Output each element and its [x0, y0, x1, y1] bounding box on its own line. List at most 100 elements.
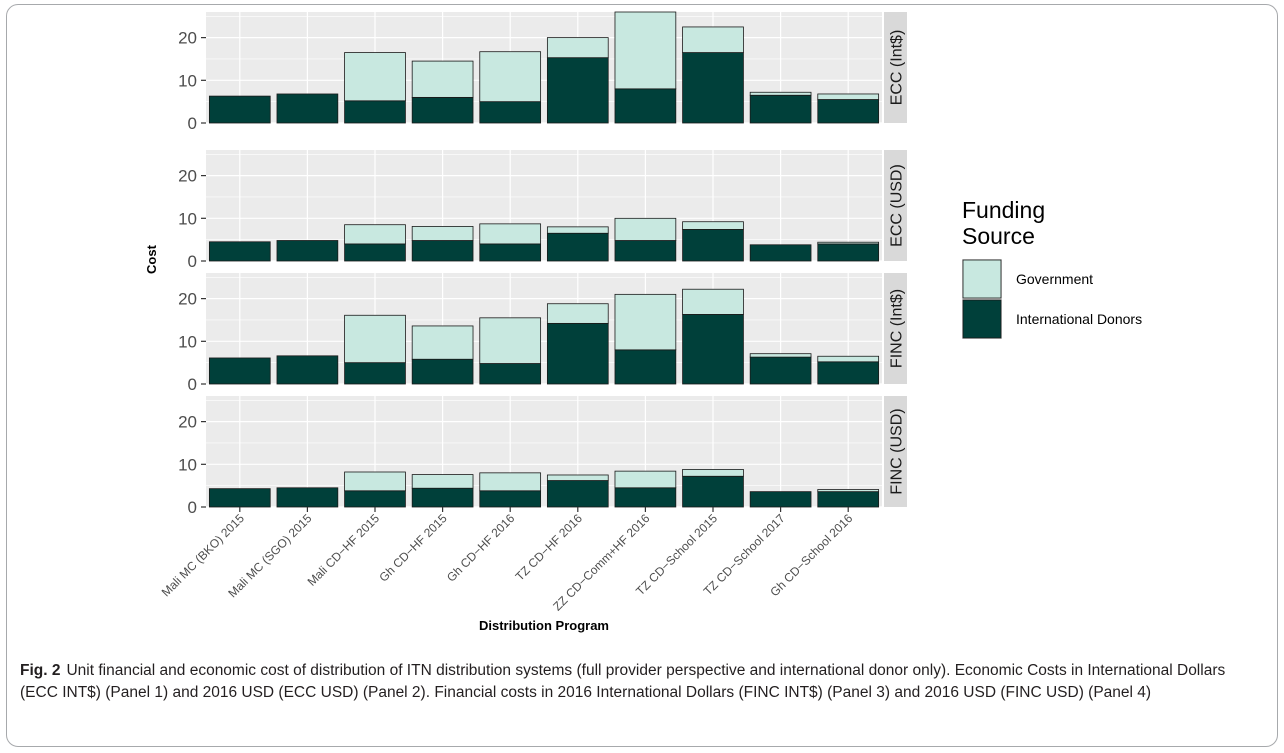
bar-international-donors-ecc-usd-tz-cd-school-2015	[682, 229, 744, 262]
facet-strip-label-finc-usd: FINC (USD)	[889, 408, 906, 494]
y-tick-label: 10	[178, 71, 197, 90]
bar-international-donors-finc-usd-mali-mc-sgo-2015	[276, 487, 339, 508]
bar-international-donors-finc-usd-tz-cd-school-2015	[682, 475, 744, 508]
facet-strip-finc-usd	[884, 396, 907, 507]
x-axis-title: Distribution Program	[479, 618, 609, 633]
bar-international-donors-ecc-int-mali-mc-bko-2015	[208, 95, 271, 124]
bar-government-finc-usd-tz-cd-hf-2016	[546, 474, 609, 481]
faceted-stacked-bar-chart: 0 10 20 ECC (Int$) 0 10 20 ECC (USD) 0 10 20 FINC (…	[144, 11, 1142, 633]
bar-international-donors-ecc-usd-tz-cd-school-2017	[749, 244, 812, 262]
y-tick-label: 0	[188, 252, 197, 271]
y-tick-label: 20	[178, 29, 197, 48]
legend-label-government: Government	[1016, 271, 1093, 287]
bar-government-ecc-int-gh-cd-hf-2015	[411, 60, 474, 98]
figure-label: Fig. 2	[20, 662, 61, 679]
bar-government-finc-int-zz-cd-comm-hf-2016	[614, 293, 677, 351]
bar-international-donors-ecc-usd-mali-mc-bko-2015	[208, 241, 271, 262]
bar-international-donors-ecc-usd-mali-cd-hf-2015	[344, 243, 406, 262]
bar-international-donors-finc-int-gh-cd-hf-2015	[411, 358, 474, 385]
bar-international-donors-finc-int-gh-cd-hf-2016	[479, 363, 542, 385]
bar-international-donors-ecc-int-tz-cd-school-2017	[749, 94, 812, 124]
bar-international-donors-finc-usd-gh-cd-school-2016	[817, 491, 880, 508]
bar-international-donors-finc-usd-gh-cd-hf-2016	[479, 490, 542, 508]
bar-government-finc-usd-tz-cd-school-2015	[682, 469, 744, 477]
bar-government-ecc-usd-zz-cd-comm-hf-2016	[614, 217, 677, 241]
bar-international-donors-finc-usd-gh-cd-hf-2015	[411, 487, 474, 508]
bar-government-ecc-int-tz-cd-school-2017	[749, 91, 812, 96]
x-tick-label-gh-cd-hf-2015: Gh CD−HF 2015	[376, 511, 450, 585]
y-tick-label: 0	[188, 498, 197, 517]
bar-international-donors-ecc-int-gh-cd-school-2016	[817, 99, 880, 124]
bar-international-donors-finc-int-tz-cd-school-2015	[682, 314, 744, 385]
bar-government-ecc-usd-gh-cd-hf-2015	[411, 226, 474, 241]
figure-caption: Fig. 2 Unit financial and economic cost o…	[20, 660, 1260, 704]
y-tick-label: 20	[178, 167, 197, 186]
bar-international-donors-ecc-usd-gh-cd-hf-2015	[411, 240, 474, 262]
bar-international-donors-finc-usd-zz-cd-comm-hf-2016	[614, 487, 677, 508]
y-tick-label: 0	[188, 114, 197, 133]
y-tick-label: 10	[178, 455, 197, 474]
bar-government-ecc-usd-mali-cd-hf-2015	[344, 224, 406, 245]
bar-government-ecc-usd-gh-cd-hf-2016	[479, 223, 542, 245]
y-tick-label: 20	[178, 290, 197, 309]
bar-international-donors-ecc-int-gh-cd-hf-2016	[479, 101, 542, 124]
bar-international-donors-finc-int-mali-cd-hf-2015	[344, 362, 406, 385]
bar-international-donors-finc-int-mali-mc-bko-2015	[208, 357, 271, 385]
facet-strip-ecc-int	[884, 12, 907, 123]
legend-title-line: Source	[962, 223, 1035, 249]
bar-international-donors-finc-usd-tz-cd-hf-2016	[546, 480, 609, 508]
legend-swatch-international-donors	[962, 299, 1002, 339]
bar-international-donors-ecc-int-tz-cd-school-2015	[682, 52, 744, 124]
bar-international-donors-ecc-usd-tz-cd-hf-2016	[546, 232, 609, 262]
x-tick-label-gh-cd-hf-2016: Gh CD−HF 2016	[444, 511, 518, 585]
bar-government-finc-usd-gh-cd-hf-2016	[479, 472, 542, 492]
bar-government-finc-usd-zz-cd-comm-hf-2016	[614, 470, 677, 489]
facet-strip-finc-int	[884, 273, 907, 384]
bar-international-donors-ecc-int-zz-cd-comm-hf-2016	[614, 88, 677, 124]
bar-international-donors-ecc-usd-mali-mc-sgo-2015	[276, 240, 339, 262]
bar-government-finc-int-gh-cd-school-2016	[817, 355, 880, 363]
bar-government-finc-usd-gh-cd-school-2016	[817, 489, 880, 493]
bar-government-finc-int-tz-cd-school-2015	[682, 288, 744, 315]
bar-government-ecc-int-mali-cd-hf-2015	[344, 52, 406, 102]
bar-government-finc-int-gh-cd-hf-2016	[479, 317, 542, 364]
x-tick-label-tz-cd-hf-2016: TZ CD−HF 2016	[513, 511, 586, 584]
y-axis-title: Cost	[144, 244, 159, 274]
bar-international-donors-finc-int-tz-cd-hf-2016	[546, 322, 609, 385]
bar-international-donors-ecc-int-mali-cd-hf-2015	[344, 100, 406, 124]
bar-international-donors-finc-usd-mali-cd-hf-2015	[344, 490, 406, 508]
facet-strip-label-ecc-usd: ECC (USD)	[889, 164, 906, 247]
bar-government-ecc-usd-gh-cd-school-2016	[817, 241, 880, 245]
bar-government-finc-int-mali-cd-hf-2015	[344, 314, 406, 364]
bar-government-ecc-int-tz-cd-hf-2016	[546, 37, 609, 59]
bar-international-donors-ecc-int-mali-mc-sgo-2015	[276, 93, 339, 124]
bar-government-ecc-usd-tz-cd-school-2015	[682, 221, 744, 230]
bar-international-donors-ecc-usd-gh-cd-hf-2016	[479, 243, 542, 262]
bar-government-ecc-int-tz-cd-school-2015	[682, 26, 744, 53]
bar-government-ecc-int-zz-cd-comm-hf-2016	[614, 11, 677, 90]
bar-government-ecc-int-gh-cd-school-2016	[817, 93, 880, 100]
bar-international-donors-ecc-usd-gh-cd-school-2016	[817, 243, 880, 262]
legend-title-line: Funding	[962, 197, 1045, 223]
bar-government-ecc-usd-tz-cd-hf-2016	[546, 226, 609, 234]
y-tick-label: 0	[188, 375, 197, 394]
caption-text: Unit financial and economic cost of dist…	[20, 662, 1226, 701]
bar-international-donors-finc-int-tz-cd-school-2017	[749, 356, 812, 385]
facet-strip-ecc-usd	[884, 150, 907, 261]
bar-international-donors-finc-usd-mali-mc-bko-2015	[208, 488, 271, 508]
bar-government-finc-int-tz-cd-hf-2016	[546, 303, 609, 324]
bar-international-donors-finc-int-gh-cd-school-2016	[817, 361, 880, 385]
y-tick-label: 20	[178, 413, 197, 432]
facet-strip-label-ecc-int: ECC (Int$)	[889, 30, 906, 106]
bar-international-donors-ecc-int-tz-cd-hf-2016	[546, 57, 609, 124]
bar-government-ecc-int-gh-cd-hf-2016	[479, 51, 542, 103]
y-tick-label: 10	[178, 332, 197, 351]
legend-label-international-donors: International Donors	[1016, 311, 1142, 327]
facet-strip-label-finc-int: FINC (Int$)	[889, 289, 906, 368]
bar-international-donors-ecc-int-gh-cd-hf-2015	[411, 96, 474, 124]
legend-swatch-government	[962, 259, 1002, 299]
x-tick-label-mali-cd-hf-2015: Mali CD−HF 2015	[305, 511, 383, 589]
bar-government-finc-usd-mali-cd-hf-2015	[344, 471, 406, 492]
bar-international-donors-finc-usd-tz-cd-school-2017	[749, 491, 812, 508]
bar-government-finc-int-tz-cd-school-2017	[749, 353, 812, 358]
